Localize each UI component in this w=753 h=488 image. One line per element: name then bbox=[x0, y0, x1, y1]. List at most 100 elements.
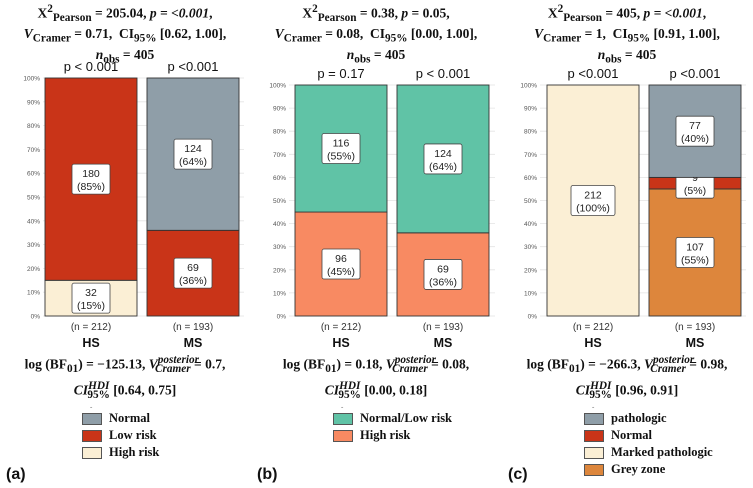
y-tick-label: 100% bbox=[520, 83, 537, 90]
stats-line-3: nobs = 405 bbox=[95, 46, 155, 66]
legend-item: Grey zone bbox=[584, 462, 713, 477]
legend: - Normal/Low risk High risk bbox=[333, 404, 452, 445]
data-label-percent: (64%) bbox=[179, 156, 207, 168]
stats-header: X2Pearson = 405, p = <0.001, VCramer = 1… bbox=[502, 2, 752, 68]
p-value-label: p < 0.001 bbox=[64, 59, 119, 74]
data-label-box bbox=[423, 143, 463, 175]
legend-label: High risk bbox=[109, 445, 160, 459]
x-category-label: MS bbox=[434, 336, 453, 350]
data-label-box bbox=[71, 282, 111, 314]
y-tick-label: 20% bbox=[524, 267, 537, 274]
panel-label: (a) bbox=[6, 466, 26, 483]
legend: - Normal Low risk High risk bbox=[82, 404, 159, 462]
y-tick-label: 60% bbox=[27, 171, 40, 178]
y-tick-label: 0% bbox=[31, 314, 41, 321]
y-tick-label: 20% bbox=[273, 267, 286, 274]
legend-label: Marked pathologic bbox=[611, 445, 713, 459]
chart-panel-a: X2Pearson = 205.04, p = <0.001, VCramer … bbox=[0, 0, 250, 488]
stats-line-2: VCramer = 0.71, CI95% [0.62, 1.00], bbox=[23, 26, 227, 45]
p-value-label: p <0.001 bbox=[670, 66, 721, 81]
data-label-count: 77 bbox=[689, 120, 701, 132]
data-label-count: 9 bbox=[692, 172, 698, 184]
data-label-percent: (64%) bbox=[429, 161, 457, 173]
legend-title: - bbox=[341, 403, 344, 411]
data-label-percent: (45%) bbox=[327, 266, 355, 278]
stacked-bar-chart: 0% 10% 20% 30% 40% 50% 60% 70% 80% 90% 100% 212(100… bbox=[520, 66, 746, 350]
data-label-count: 96 bbox=[335, 253, 347, 265]
stats-header: X2Pearson = 0.38, p = 0.05, VCramer = 0.… bbox=[251, 2, 501, 68]
legend-item: High risk bbox=[82, 445, 159, 460]
legend-swatch bbox=[584, 429, 604, 442]
data-label-percent: (36%) bbox=[429, 276, 457, 288]
legend-label: Normal bbox=[611, 428, 652, 442]
stacked-bar-chart: 0% 10% 20% 30% 40% 50% 60% 70% 80% 90% 100% 96(45%)… bbox=[269, 66, 495, 350]
legend-swatch bbox=[82, 429, 102, 442]
p-value-label: p <0.001 bbox=[568, 66, 619, 81]
legend-item: Normal/Low risk bbox=[333, 411, 452, 426]
y-tick-label: 80% bbox=[273, 129, 286, 136]
data-label-count: 180 bbox=[82, 168, 100, 180]
y-tick-label: 40% bbox=[273, 221, 286, 228]
data-label-count: 32 bbox=[85, 287, 97, 299]
y-tick-label: 30% bbox=[27, 242, 40, 249]
data-label-box bbox=[321, 248, 361, 280]
data-label-box bbox=[321, 133, 361, 164]
n-label: (n = 212) bbox=[71, 322, 111, 333]
y-tick-label: 40% bbox=[524, 221, 537, 228]
stats-line-1: X2Pearson = 0.38, p = 0.05, bbox=[302, 3, 450, 25]
bf-line-2: CIHDI95% [0.00, 0.18] bbox=[324, 380, 428, 402]
n-label: (n = 193) bbox=[675, 322, 715, 333]
data-label-count: 116 bbox=[333, 138, 350, 150]
legend-swatch bbox=[584, 412, 604, 425]
y-tick-label: 30% bbox=[273, 244, 286, 251]
legend-label: pathologic bbox=[611, 411, 667, 425]
data-label-box bbox=[71, 163, 111, 195]
y-tick-label: 70% bbox=[524, 152, 537, 159]
p-value-label: p = 0.17 bbox=[317, 66, 364, 81]
legend-title: - bbox=[90, 403, 93, 411]
data-label-box bbox=[675, 237, 715, 268]
y-tick-label: 80% bbox=[27, 123, 40, 130]
n-label: (n = 193) bbox=[423, 322, 463, 333]
y-tick-label: 10% bbox=[27, 290, 40, 297]
data-label-percent: (5%) bbox=[684, 185, 706, 197]
y-tick-label: 70% bbox=[27, 147, 40, 154]
panel-label: (c) bbox=[508, 466, 528, 483]
data-label-count: 124 bbox=[184, 143, 202, 155]
data-label-percent: (36%) bbox=[179, 275, 207, 287]
data-label-percent: (55%) bbox=[327, 151, 355, 163]
legend: - pathologic Normal Marked pathologic Grey z… bbox=[584, 404, 713, 479]
data-label-count: 69 bbox=[437, 263, 449, 275]
stats-line-1: X2Pearson = 205.04, p = <0.001, bbox=[37, 3, 213, 25]
y-tick-label: 90% bbox=[27, 99, 40, 106]
y-tick-label: 10% bbox=[273, 290, 286, 297]
data-label-percent: (100%) bbox=[576, 203, 610, 215]
legend-label: Normal bbox=[109, 411, 150, 425]
legend-item: Marked pathologic bbox=[584, 445, 713, 460]
n-label: (n = 212) bbox=[573, 322, 613, 333]
y-tick-label: 70% bbox=[273, 152, 286, 159]
legend-swatch bbox=[584, 463, 604, 476]
data-label-count: 69 bbox=[187, 262, 199, 274]
legend-label: Grey zone bbox=[611, 462, 666, 476]
stats-line-2: VCramer = 1, CI95% [0.91, 1.00], bbox=[534, 26, 720, 45]
legend-swatch bbox=[333, 429, 353, 442]
x-category-label: HS bbox=[82, 336, 99, 350]
legend-item: Normal bbox=[584, 428, 713, 443]
data-label-box bbox=[173, 138, 213, 170]
y-tick-label: 60% bbox=[273, 175, 286, 182]
y-tick-label: 80% bbox=[524, 129, 537, 136]
bf-line-2: CIHDI95% [0.96, 0.91] bbox=[575, 380, 679, 402]
x-category-label: MS bbox=[184, 336, 203, 350]
y-tick-label: 0% bbox=[528, 314, 538, 321]
legend-item: Low risk bbox=[82, 428, 159, 443]
legend-swatch bbox=[82, 446, 102, 459]
data-label-box bbox=[173, 257, 213, 289]
y-tick-label: 90% bbox=[273, 106, 286, 113]
data-label-count: 107 bbox=[686, 241, 704, 253]
legend-label: High risk bbox=[360, 428, 411, 442]
legend-label: Low risk bbox=[109, 428, 157, 442]
legend-swatch bbox=[333, 412, 353, 425]
stats-line-3: nobs = 405 bbox=[597, 46, 657, 66]
p-value-label: p <0.001 bbox=[168, 59, 219, 74]
